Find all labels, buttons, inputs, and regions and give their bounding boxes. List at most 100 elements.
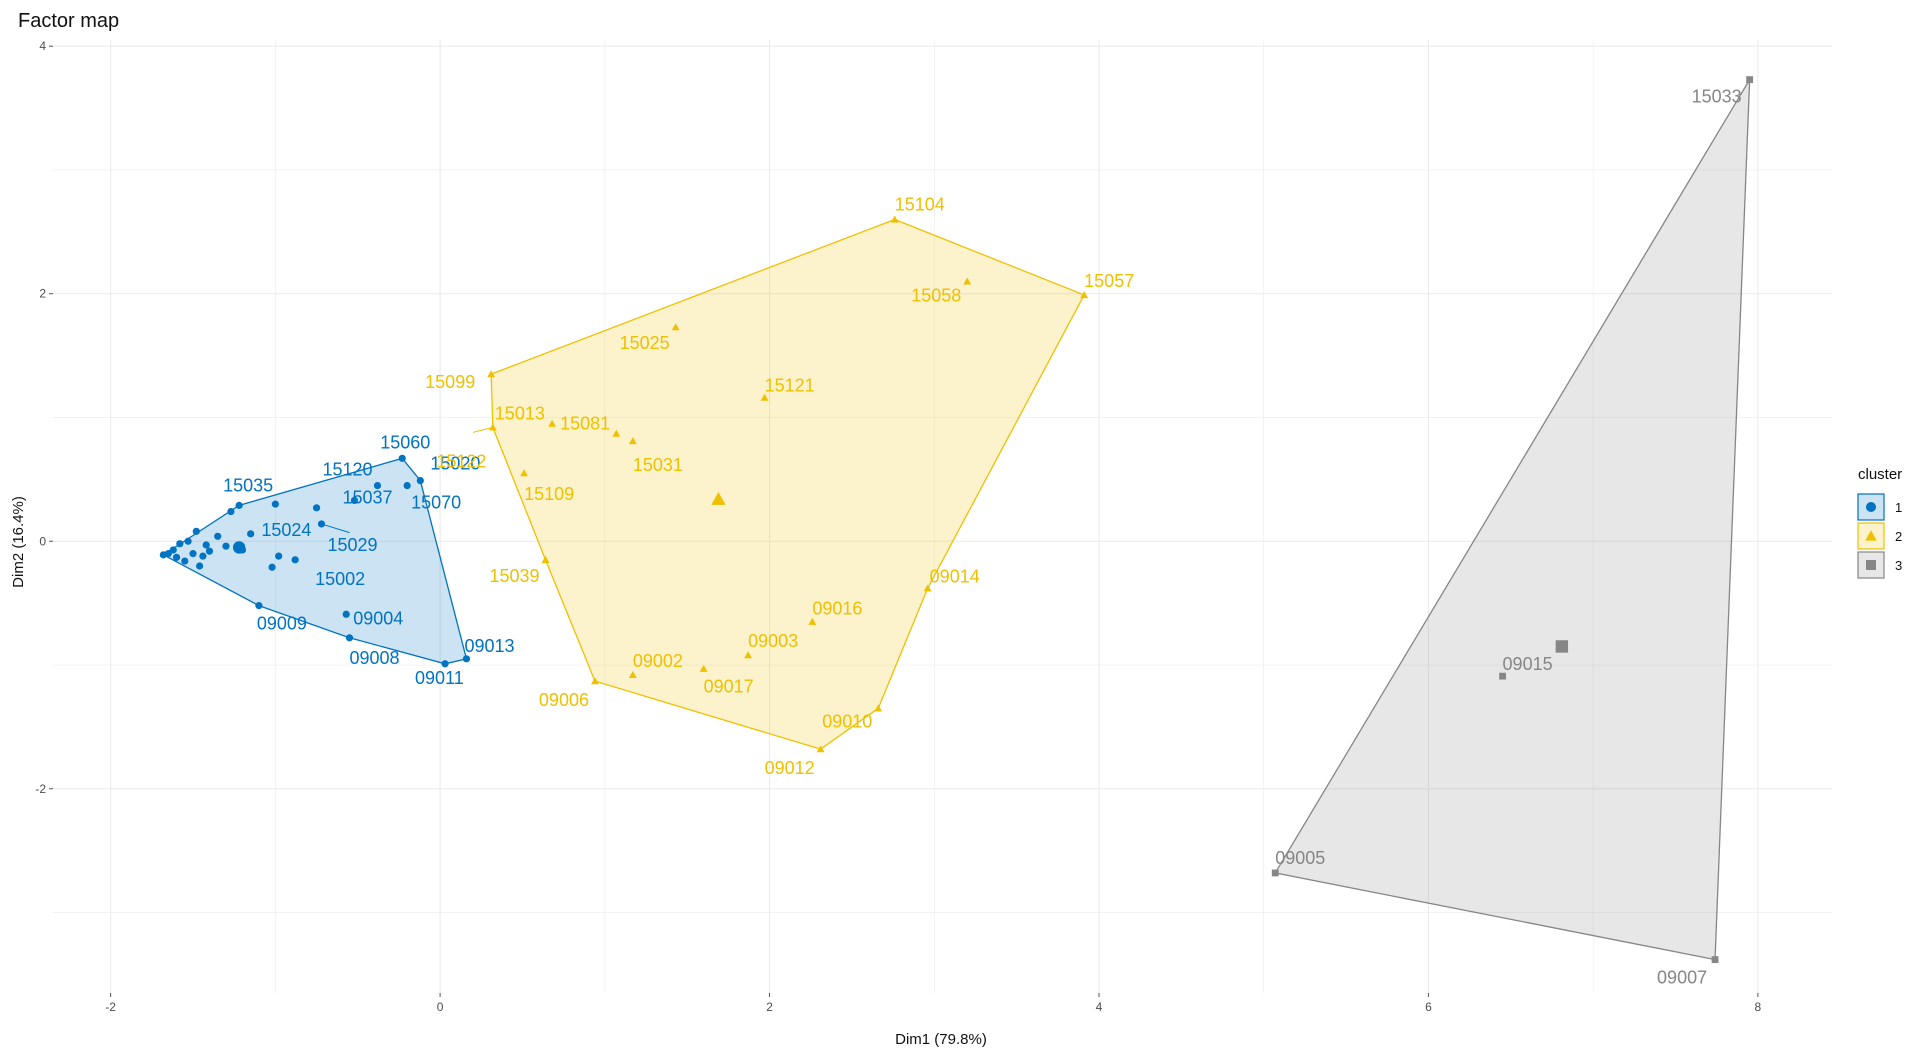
cluster-2-point [808,617,817,625]
point-label-09015: 09015 [1503,654,1553,674]
point-label-15002: 15002 [315,569,365,589]
legend-label-3: 3 [1895,558,1902,573]
point-label-09002: 09002 [633,651,683,671]
x-tick-label: 4 [1096,1000,1103,1014]
point-label-15060: 15060 [380,432,430,452]
cluster-1-point [271,500,279,508]
cluster-1-point [196,562,204,570]
cluster-2-point [628,671,637,679]
cluster-3-point [1711,956,1719,963]
y-axis-title: Dim2 (16.4%) [10,496,27,588]
cluster-2-point [874,704,883,712]
point-label-15035: 15035 [223,475,273,495]
point-label-15070: 15070 [411,493,461,513]
point-label-09010: 09010 [822,711,872,731]
point-label-15104: 15104 [895,194,945,214]
x-tick-label: 6 [1425,1000,1432,1014]
cluster-3-point [1499,672,1506,680]
legend-marker-3 [1866,560,1876,570]
cluster-1-point [199,552,207,560]
label-connector [321,523,350,534]
point-label-15121: 15121 [765,376,815,396]
y-tick-label: 2 [39,287,46,301]
cluster-1-point [202,541,210,549]
cluster-2-point [488,423,497,431]
legend-layer: cluster 1 2 3 [1857,466,1902,579]
cluster-3-hull [1274,79,1751,961]
cluster-1-centroid [232,541,246,554]
cluster-2-point [760,393,769,401]
point-label-09014: 09014 [930,566,980,586]
cluster-3-point [1746,76,1754,84]
cluster-1-point [164,550,172,558]
point-label-09016: 09016 [812,599,862,619]
cluster-1-point [205,547,214,555]
cluster-2-point [963,277,972,285]
point-label-15109: 15109 [524,484,574,504]
point-label-09004: 09004 [353,608,403,628]
point-label-09003: 09003 [748,631,798,651]
cluster-1-point [235,501,243,509]
cluster-1-point [268,563,276,571]
cluster-1-point [214,532,222,540]
point-label-15013: 15013 [495,403,545,423]
cluster-1-point [462,655,471,663]
cluster-2-point [671,323,680,331]
grid-layer [53,40,1832,993]
legend-marker-1 [1866,502,1876,512]
cluster-2-point [816,745,825,753]
cluster-2-point [612,429,621,437]
x-axis-title: Dim1 (79.8%) [895,1031,987,1048]
point-label-09017: 09017 [704,677,754,697]
point-label-15033: 15033 [1692,87,1742,107]
point-label-15120: 15120 [323,460,373,480]
point-label-09012: 09012 [765,758,815,778]
cluster-2-point [591,677,599,685]
cluster-1-point [169,546,177,554]
point-label-15039: 15039 [490,566,540,586]
cluster-1-point [247,530,255,538]
cluster-2-point [520,469,529,477]
cluster-3-point [1271,869,1279,877]
cluster-1-point [345,634,354,642]
cluster-1-point [184,537,192,545]
point-label-09009: 09009 [257,614,307,634]
y-tick-label: 4 [39,39,46,53]
y-tick-label: -2 [35,782,46,796]
cluster-3-centroid [1555,640,1569,653]
point-label-15099: 15099 [425,372,475,392]
cluster-2-point [923,584,932,592]
cluster-1-point [441,660,449,668]
chart-title: Factor map [18,10,119,32]
cluster-2-point [548,419,557,427]
x-tick-label: 8 [1755,1000,1762,1014]
legend-marker-2 [1865,530,1877,541]
point-label-15031: 15031 [633,455,683,475]
cluster-1-point [416,477,424,485]
x-tick-label: -2 [105,1000,116,1014]
axis-layer: -2 0 2 4 6 8 -2 0 2 4 [35,39,1761,1014]
cluster-1-point [312,504,321,512]
point-label-15025: 15025 [620,333,670,353]
point-label-15024: 15024 [261,520,311,540]
cluster-1-point [192,527,200,535]
point-label-15037: 15037 [342,487,392,507]
cluster-1-point [255,602,263,610]
cluster-1-point [291,556,299,564]
x-tick-label: 0 [437,1000,444,1014]
cluster-2-point [1080,291,1089,299]
point-label-15020: 15020 [430,454,480,474]
cluster-1-point [189,550,197,558]
point-label-09006: 09006 [539,690,589,710]
hull-layer [162,79,1751,961]
point-label-15081: 15081 [560,414,610,434]
cluster-2-point [628,437,637,445]
cluster-2-point [487,370,496,378]
cluster-2-point [541,555,550,563]
point-label-09007: 09007 [1657,968,1707,988]
legend-label-1: 1 [1895,500,1902,515]
cluster-1-point [172,553,181,561]
point-label-09013: 09013 [464,636,514,656]
